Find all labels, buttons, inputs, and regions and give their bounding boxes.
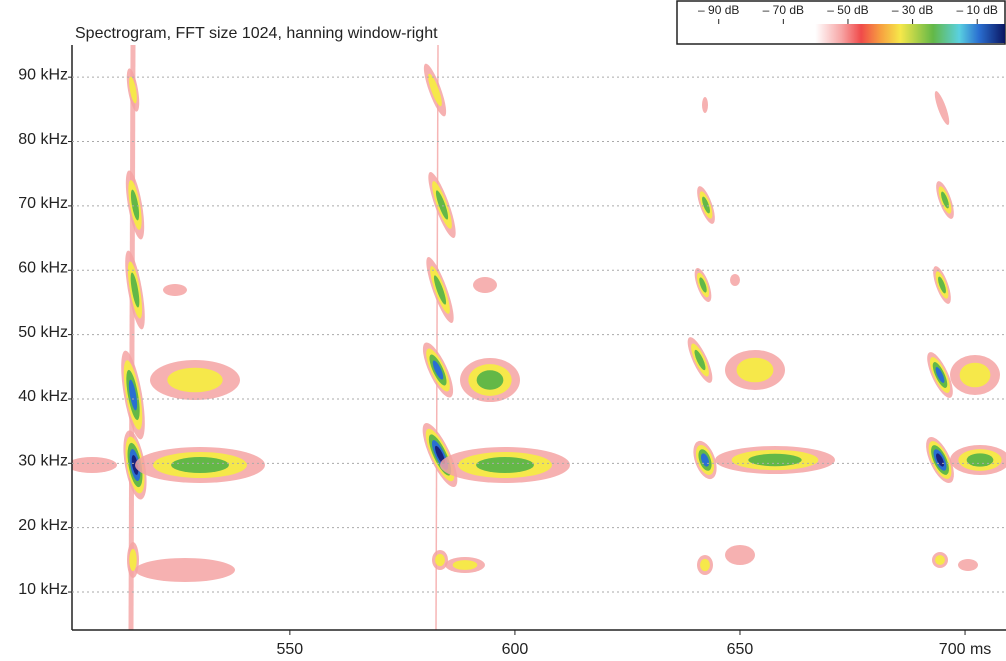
- plot-area: [72, 45, 1006, 630]
- y-tick-label: 10 kHz: [18, 581, 68, 598]
- spectral-energy: [958, 559, 978, 571]
- spectral-energy: [730, 274, 740, 286]
- spectral-energy: [694, 349, 706, 371]
- x-tick-label: 550: [277, 641, 304, 658]
- spectral-energy: [476, 370, 504, 390]
- spectral-energy: [130, 272, 140, 308]
- spectral-energy: [748, 453, 802, 467]
- x-tick-label: 700 ms: [939, 641, 991, 658]
- spectral-energy: [473, 277, 497, 293]
- spectral-energy: [433, 275, 447, 305]
- spectral-trace: [128, 45, 136, 630]
- spectral-energy: [725, 545, 755, 565]
- spectral-energy: [452, 560, 478, 570]
- spectral-energy: [702, 97, 708, 113]
- spectral-energy: [966, 453, 994, 467]
- y-tick-label: 60 kHz: [18, 259, 68, 276]
- spectral-energy: [435, 553, 445, 567]
- spectral-energy: [432, 360, 444, 380]
- spectral-trace: [435, 45, 439, 630]
- y-tick-label: 20 kHz: [18, 517, 68, 534]
- spectral-energy: [72, 457, 117, 473]
- y-tick-label: 80 kHz: [18, 131, 68, 148]
- y-tick-label: 90 kHz: [18, 66, 68, 83]
- x-tick-label: 600: [502, 641, 529, 658]
- spectral-energy: [938, 276, 946, 294]
- colorbar-tick-label: – 10 dB: [957, 3, 998, 17]
- spectral-energy: [936, 453, 944, 467]
- spectral-energy: [700, 558, 710, 572]
- y-tick-label: 30 kHz: [18, 453, 68, 470]
- spectral-energy: [135, 558, 235, 582]
- colorbar-tick-label: – 30 dB: [892, 3, 933, 17]
- spectral-energy: [163, 284, 187, 296]
- spectral-energy: [129, 548, 137, 572]
- spectral-energy: [428, 73, 442, 107]
- colorbar-tick-label: – 90 dB: [698, 3, 739, 17]
- spectral-energy: [435, 190, 449, 220]
- spectral-energy: [736, 357, 774, 383]
- chart-title: Spectrogram, FFT size 1024, hanning wind…: [75, 25, 438, 42]
- spectral-energy: [941, 191, 949, 209]
- spectral-energy: [171, 457, 229, 473]
- spectral-energy: [959, 362, 991, 388]
- spectral-energy: [128, 379, 138, 411]
- spectral-energy: [935, 367, 945, 383]
- colorbar-tick-label: – 70 dB: [763, 3, 804, 17]
- y-tick-label: 50 kHz: [18, 324, 68, 341]
- y-tick-label: 70 kHz: [18, 195, 68, 212]
- y-tick-label: 40 kHz: [18, 388, 68, 405]
- spectral-energy: [435, 445, 445, 465]
- spectral-energy: [699, 277, 707, 293]
- colorbar-tick-label: – 50 dB: [827, 3, 868, 17]
- colorbar-gradient: [678, 24, 1005, 43]
- spectral-energy: [934, 91, 950, 125]
- spectral-energy: [702, 196, 710, 214]
- x-tick-label: 650: [727, 641, 754, 658]
- colorbar: – 90 dB – 70 dB – 50 dB – 30 dB – 10 dB: [676, 0, 1006, 45]
- spectral-energy: [935, 555, 945, 565]
- spectral-energy: [129, 76, 137, 104]
- spectral-energy: [476, 457, 534, 473]
- spectral-energy: [130, 189, 140, 221]
- spectral-energy: [167, 367, 223, 393]
